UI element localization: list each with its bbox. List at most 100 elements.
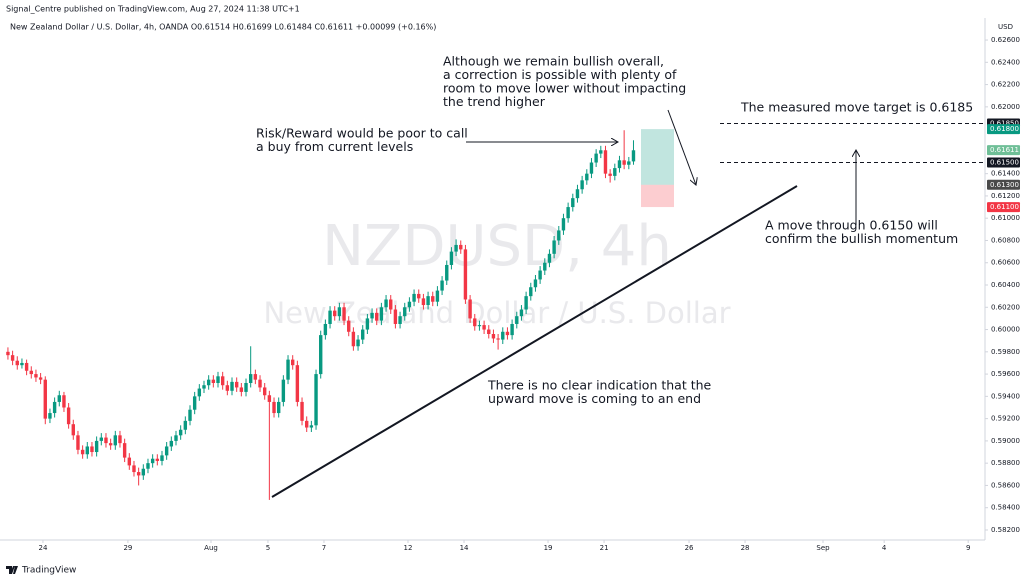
candle-body	[468, 299, 472, 319]
annotation: A move through 0.6150 will	[765, 218, 938, 233]
y-tick-label: 0.60400	[991, 281, 1020, 289]
candle-body	[613, 168, 617, 176]
candle-body	[197, 388, 202, 397]
candle-body	[594, 153, 598, 163]
candle-body	[487, 329, 491, 335]
y-tick-label: 0.58200	[991, 526, 1020, 534]
candle-body	[608, 173, 612, 176]
brand-logo	[6, 566, 18, 574]
price-badge-label: 0.61611	[990, 146, 1019, 154]
candle-body	[206, 379, 211, 386]
candle-body	[76, 435, 80, 450]
candle-body	[244, 382, 248, 392]
x-tick-label: 4	[882, 544, 887, 552]
candle-body	[375, 312, 379, 321]
candle-body	[164, 446, 169, 456]
candle-body	[230, 381, 234, 391]
x-tick-label: Sep	[816, 544, 830, 552]
x-tick-label: 7	[322, 544, 326, 552]
candle-body	[603, 150, 608, 174]
candle-body	[272, 401, 276, 414]
candle-body	[421, 298, 426, 306]
y-tick-label: 0.58800	[991, 459, 1020, 467]
arrow	[667, 109, 696, 185]
y-tick-label: 0.59600	[991, 370, 1020, 378]
y-tick-label: 0.58400	[991, 504, 1020, 512]
annotation: upward move is coming to an end	[488, 391, 701, 406]
candle-body	[211, 379, 216, 383]
price-badge-label: 0.61850	[990, 120, 1019, 128]
candle-body	[141, 468, 146, 476]
x-tick-label: 5	[266, 544, 270, 552]
candle-body	[118, 435, 122, 444]
y-tick-label: 0.62200	[991, 81, 1020, 89]
annotation: Although we remain bullish overall,	[443, 54, 664, 69]
candle-body	[29, 370, 33, 375]
candle-body	[454, 244, 458, 252]
candle-body	[276, 401, 281, 414]
candle-body	[463, 249, 468, 300]
candle-body	[482, 325, 486, 330]
candle-body	[71, 424, 75, 436]
price-badge	[987, 202, 1020, 213]
candle-body	[85, 446, 89, 455]
candle-body	[295, 365, 300, 402]
watermark-subtitle: New Zealand Dollar / U.S. Dollar	[263, 296, 730, 330]
candle-body	[333, 310, 337, 317]
candle-body	[361, 329, 365, 340]
x-tick-label: 24	[38, 544, 47, 552]
candle-body	[342, 307, 346, 321]
candle-body	[216, 376, 220, 383]
candle-body	[155, 458, 160, 461]
candle-body	[300, 401, 304, 421]
candle-body	[459, 244, 463, 250]
candle-body	[473, 318, 477, 327]
annotation: confirm the bullish momentum	[765, 231, 958, 246]
candle-body	[62, 395, 66, 408]
candle-body	[515, 316, 519, 324]
price-badge	[987, 179, 1020, 190]
candle-body	[80, 449, 85, 455]
candle-body	[183, 420, 188, 430]
trend-line	[271, 185, 798, 498]
candle-body	[449, 251, 454, 265]
candle-body	[99, 437, 104, 441]
candle-body	[10, 355, 15, 361]
candle-body	[440, 280, 444, 291]
x-tick-label: 26	[685, 544, 694, 552]
candle-body	[34, 374, 38, 378]
candle-body	[617, 160, 622, 169]
candle-body	[384, 299, 388, 308]
candle-body	[529, 287, 533, 297]
symbol-line: New Zealand Dollar / U.S. Dollar, 4h, OA…	[10, 23, 436, 32]
candle-body	[309, 425, 314, 428]
candle-body	[417, 293, 421, 299]
candle-body	[370, 312, 374, 319]
candle-body	[319, 335, 323, 375]
price-badge	[987, 157, 1020, 168]
x-tick-label: 9	[966, 544, 970, 552]
candle-body	[314, 374, 318, 426]
candle-body	[57, 395, 61, 402]
x-tick-label: 19	[544, 544, 553, 552]
y-tick-label: 0.62600	[991, 36, 1020, 44]
candle-body	[52, 401, 57, 414]
candle-body	[599, 150, 603, 154]
candle-body	[356, 339, 360, 347]
candle-body	[38, 377, 43, 380]
candle-body	[510, 323, 514, 336]
candle-body	[491, 334, 496, 339]
candle-body	[136, 472, 141, 476]
candle-body	[178, 429, 183, 436]
y-tick-label: 0.59800	[991, 348, 1020, 356]
candle-body	[501, 331, 505, 340]
candle-body	[20, 362, 24, 366]
x-tick-label: 12	[404, 544, 413, 552]
y-tick-label: 0.60800	[991, 236, 1020, 244]
candle-body	[496, 338, 500, 340]
candle-body	[547, 253, 552, 263]
candle-body	[431, 296, 435, 302]
x-tick-label: 14	[460, 544, 469, 552]
